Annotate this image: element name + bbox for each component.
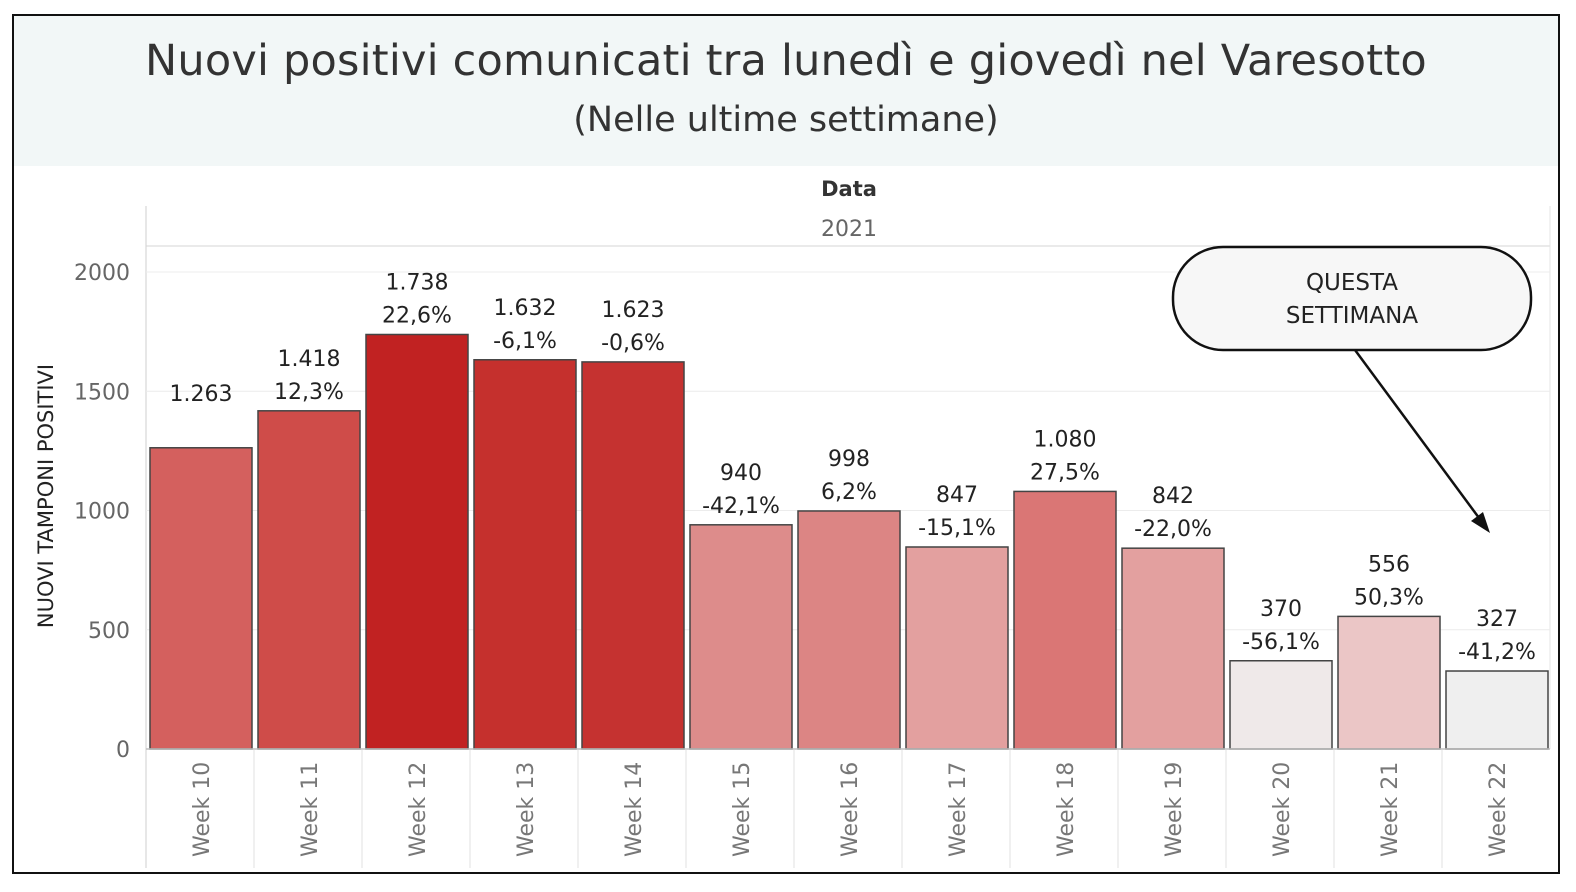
pct-label: -42,1% [702,494,780,519]
pct-label: -41,2% [1458,640,1536,665]
x-tick-label: Week 16 [838,762,863,857]
chart-title: Nuovi positivi comunicati tra lunedì e g… [145,36,1427,86]
y-tick-label: 0 [116,738,130,763]
callout-line-1: QUESTA [1306,270,1398,296]
value-label: 1.418 [278,347,341,372]
bar [905,546,1009,750]
data-labels: 1.263 1.418 12,3% 1.738 22,6% 1.632 -6,1% 1.623… [170,270,1536,665]
bar [149,447,253,750]
x-tick-label: Week 11 [298,762,323,857]
x-tick-label: Week 21 [1378,762,1403,857]
y-axis-title: NUOVI TAMPONI POSITIVI [34,364,58,628]
x-tick-label: Week 15 [730,762,755,857]
callout-arrow-head [1471,512,1490,533]
pct-label: 50,3% [1354,585,1424,610]
x-tick-label: Week 14 [622,762,647,857]
value-label: 556 [1368,552,1410,577]
pct-label: 12,3% [274,380,344,405]
pct-label: -0,6% [601,331,665,356]
bar [689,524,793,750]
value-label: 842 [1152,484,1194,509]
value-label: 1.632 [494,296,557,321]
bar [257,410,361,750]
value-label: 1.623 [602,298,665,323]
x-tick-label: Week 20 [1270,762,1295,857]
x-tick-label: Week 12 [406,762,431,857]
bar [1121,547,1225,750]
value-label: 1.738 [386,270,449,295]
bar [365,333,469,750]
value-label: 370 [1260,597,1302,622]
column-year: 2021 [821,217,877,242]
y-tick-label: 2000 [74,261,130,286]
pct-label: 27,5% [1030,460,1100,485]
bar [1013,490,1117,750]
value-label: 327 [1476,607,1518,632]
callout-line-2: SETTIMANA [1286,303,1418,329]
x-tick-label: Week 13 [514,762,539,857]
y-tick-label: 500 [88,619,130,644]
chart-header: Nuovi positivi comunicati tra lunedì e g… [14,16,1558,166]
y-tick-label: 1500 [74,380,130,405]
pct-label: -22,0% [1134,517,1212,542]
x-tick-label: Week 17 [946,762,971,857]
pct-label: -6,1% [493,329,557,354]
bars [149,333,1549,750]
callout-box [1171,245,1533,352]
bar [581,361,685,750]
value-label: 940 [720,461,762,486]
y-axis-ticks: 0 500 1000 1500 2000 [74,261,130,763]
column-header: Data [821,177,877,201]
bar [1337,615,1441,750]
bar [1445,670,1549,750]
x-tick-label: Week 10 [190,762,215,857]
value-label: 847 [936,483,978,508]
chart-subtitle: (Nelle ultime settimane) [573,100,999,140]
value-label: 1.263 [170,382,233,407]
value-label: 1.080 [1034,427,1097,452]
bar [473,359,577,750]
y-tick-label: 1000 [74,500,130,525]
x-tick-label: Week 18 [1054,762,1079,857]
x-axis-ticks: Week 10 Week 11 Week 12 Week 13 Week 14 Week … [146,748,1550,868]
x-tick-label: Week 19 [1162,762,1187,857]
bar [797,510,901,750]
x-tick-label: Week 22 [1486,762,1511,857]
pct-label: -56,1% [1242,630,1320,655]
bar [1229,660,1333,750]
value-label: 998 [828,447,870,472]
annotation-callout: QUESTA SETTIMANA [1171,245,1533,533]
pct-label: 6,2% [821,480,877,505]
pct-label: -15,1% [918,516,996,541]
callout-arrow-line [1353,349,1484,523]
pct-label: 22,6% [382,303,452,328]
